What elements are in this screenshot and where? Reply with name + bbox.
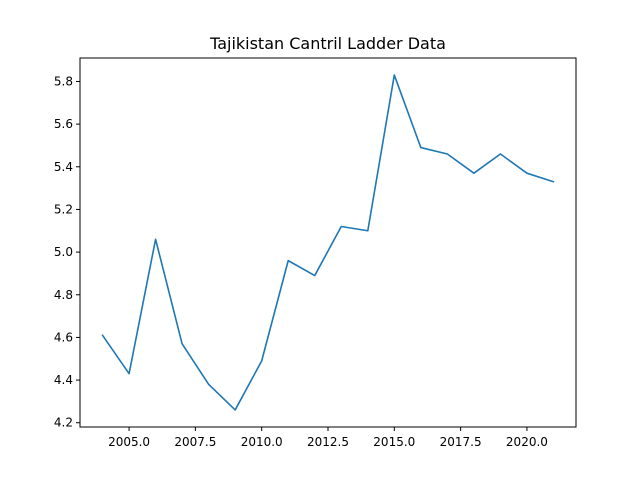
y-tick-label: 4.6: [54, 330, 73, 344]
y-tick-label: 4.8: [54, 288, 73, 302]
y-tick-label: 5.4: [54, 160, 73, 174]
x-axis: 2005.0 2007.5 2010.0 2012.5 2015.0 2017.5 2020…: [108, 427, 548, 449]
chart-title: Tajikistan Cantril Ladder Data: [209, 34, 446, 53]
x-tick-label: 2005.0: [108, 435, 150, 449]
x-tick-label: 2012.5: [307, 435, 349, 449]
y-tick-label: 4.4: [54, 373, 73, 387]
x-tick-label: 2010.0: [241, 435, 283, 449]
series-line: [101, 74, 555, 411]
y-tick-label: 5.2: [54, 202, 73, 216]
y-tick-label: 5.0: [54, 245, 73, 259]
series-group: [101, 74, 555, 411]
y-axis: 4.2 4.4 4.6 4.8 5.0 5.2 5.4 5.6 5.8: [54, 74, 80, 430]
y-tick-label: 5.6: [54, 117, 73, 131]
y-tick-label: 5.8: [54, 74, 73, 88]
x-tick-label: 2015.0: [373, 435, 415, 449]
x-tick-label: 2017.5: [440, 435, 482, 449]
x-tick-label: 2007.5: [174, 435, 216, 449]
x-tick-label: 2020.0: [506, 435, 548, 449]
y-tick-label: 4.2: [54, 416, 73, 430]
